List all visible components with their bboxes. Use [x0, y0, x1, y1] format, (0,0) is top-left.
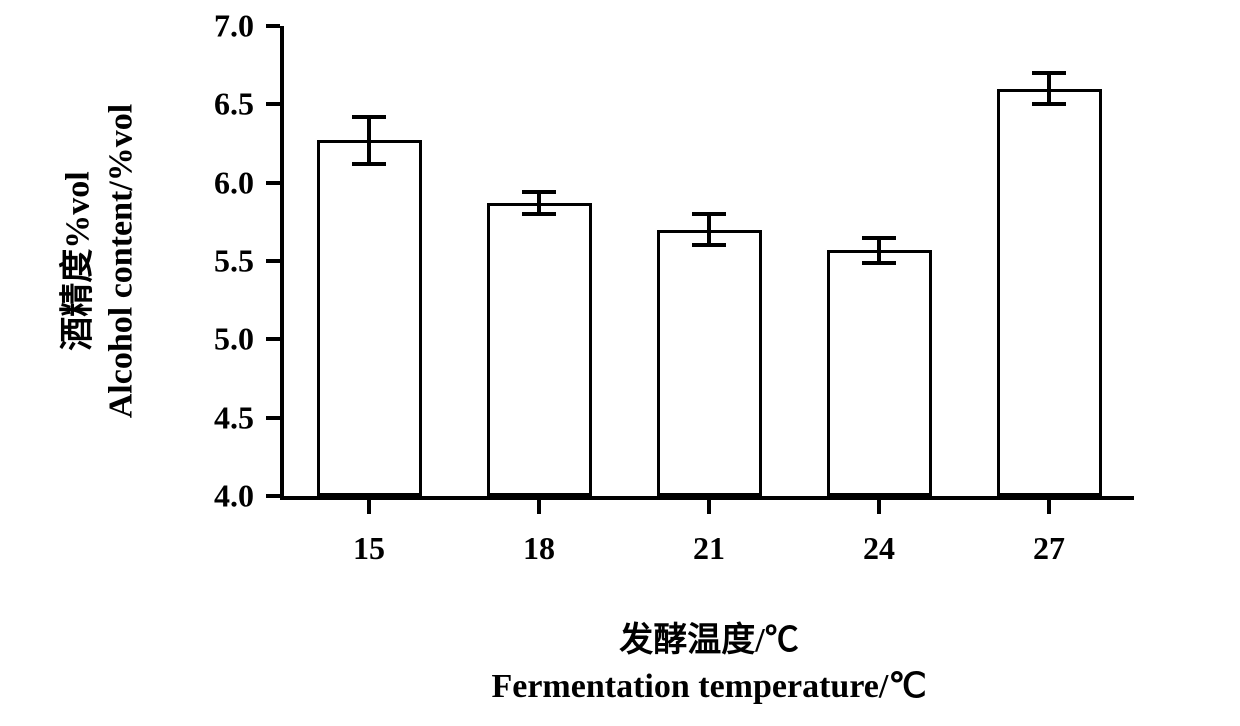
x-tick [1047, 500, 1051, 514]
error-cap [692, 212, 726, 216]
bar [317, 140, 422, 496]
x-tick [707, 500, 711, 514]
error-cap [352, 115, 386, 119]
x-tick-label: 21 [693, 530, 725, 567]
y-tick [266, 102, 280, 106]
error-cap [1032, 71, 1066, 75]
y-tick [266, 181, 280, 185]
error-bar [877, 238, 881, 263]
error-cap [1032, 102, 1066, 106]
x-tick [537, 500, 541, 514]
y-tick [266, 337, 280, 341]
bar [487, 203, 592, 496]
y-axis [280, 26, 284, 500]
x-tick-label: 24 [863, 530, 895, 567]
error-bar [367, 117, 371, 164]
x-tick-label: 15 [353, 530, 385, 567]
plot-area [284, 26, 1134, 496]
y-tick [266, 494, 280, 498]
error-bar [1047, 73, 1051, 104]
error-cap [522, 190, 556, 194]
x-tick [367, 500, 371, 514]
bar [997, 89, 1102, 496]
bar [827, 250, 932, 496]
y-tick [266, 259, 280, 263]
error-bar [707, 214, 711, 245]
y-tick-label: 7.0 [0, 8, 254, 45]
y-tick-label: 4.0 [0, 478, 254, 515]
alcohol-vs-temperature-chart: 4.04.55.05.56.06.57.01518212427酒精度%volAl… [0, 0, 1240, 726]
y-tick [266, 416, 280, 420]
error-cap [862, 261, 896, 265]
error-cap [352, 162, 386, 166]
y-axis-title: 酒精度%volAlcohol content/%vol [58, 104, 143, 418]
x-tick-label: 27 [1033, 530, 1065, 567]
error-bar [537, 192, 541, 214]
x-tick-label: 18 [523, 530, 555, 567]
error-cap [862, 236, 896, 240]
error-cap [522, 212, 556, 216]
y-tick [266, 24, 280, 28]
bar [657, 230, 762, 496]
x-tick [877, 500, 881, 514]
error-cap [692, 243, 726, 247]
x-axis-title: 发酵温度/℃Fermentation temperature/℃ [491, 618, 926, 710]
